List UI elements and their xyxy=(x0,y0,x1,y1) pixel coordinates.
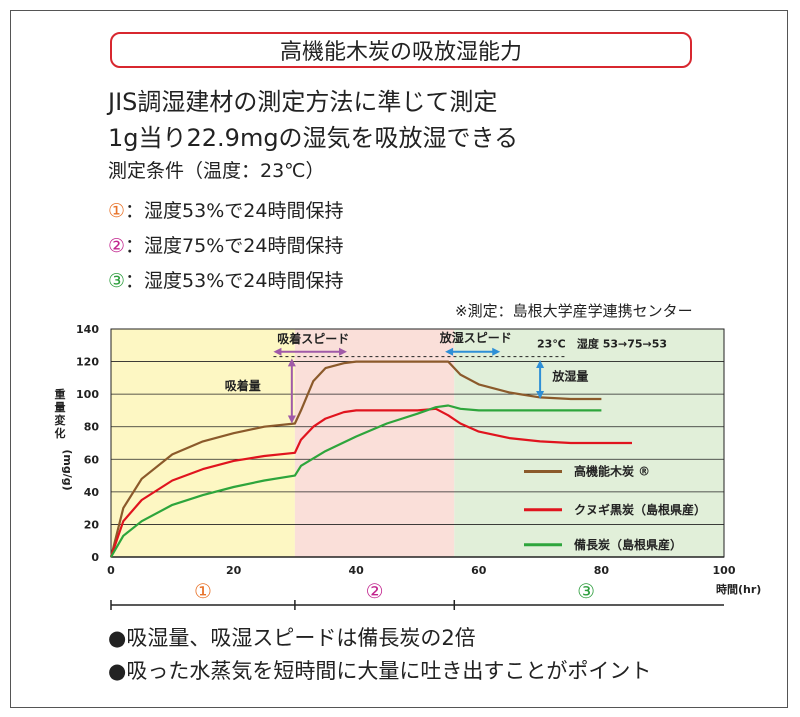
adsorb-amount-arrow-head-top xyxy=(287,358,296,367)
y-tick-label: 60 xyxy=(84,453,100,466)
adsorb-amount-arrow-head-bottom xyxy=(287,415,296,424)
series-line-3 xyxy=(110,404,602,558)
y-axis-label-char: 変 xyxy=(55,413,66,427)
legend-label-3: 備長炭（島根県産） xyxy=(574,537,682,552)
x-tick-label: 60 xyxy=(471,564,487,577)
y-tick-label: 140 xyxy=(76,323,99,336)
measurement-method: JIS調湿建材の測定方法に準じて測定 xyxy=(108,88,498,116)
x-tick-label: 20 xyxy=(226,564,242,577)
page-title: 高機能木炭の吸放湿能力 xyxy=(110,32,692,68)
x-tick-label: 40 xyxy=(349,564,365,577)
temp-label: 23℃ xyxy=(537,338,566,351)
y-axis-label-char: 量 xyxy=(55,401,66,414)
adsorb-speed-label: 吸着スピード xyxy=(277,331,349,346)
legend: 高機能木炭 ® クヌギ黒炭（島根県産） 備長炭（島根県産） xyxy=(524,464,706,552)
phase-bg-1 xyxy=(111,329,295,557)
condition-1: ①：湿度53%で24時間保持 xyxy=(108,196,343,223)
y-tick-label: 40 xyxy=(84,486,100,499)
bullet-2: ●吸った水蒸気を短時間に大量に吐き出すことがポイント xyxy=(108,659,652,683)
release-speed-arrow-head-left xyxy=(445,347,454,356)
legend-label-2: クヌギ黒炭（島根県産） xyxy=(574,502,706,517)
adsorb-speed-arrow-head-left xyxy=(273,347,282,356)
conditions-title: 測定条件（温度：23℃） xyxy=(108,160,325,182)
condition-2-text: ：湿度75%で24時間保持 xyxy=(125,235,344,257)
x-tick-label: 80 xyxy=(594,564,610,577)
condition-3-text: ：湿度53%で24時間保持 xyxy=(125,270,344,292)
phase-label-1: ① xyxy=(194,579,212,603)
x-axis-label: 時間(hr) xyxy=(716,582,761,596)
series-line-1 xyxy=(109,360,602,558)
adsorb-speed-arrow-head-right xyxy=(339,347,348,356)
y-tick-label: 0 xyxy=(91,551,99,564)
bullet-list: ●吸湿量、吸湿スピードは備長炭の2倍 ●吸った水蒸気を短時間に大量に吐き出すこと… xyxy=(108,622,651,688)
release-speed-arrow-head-right xyxy=(492,347,501,356)
condition-3-marker: ③ xyxy=(108,270,126,292)
source-note: ※測定：島根大学産学連携センター xyxy=(455,302,693,320)
y-axis-label-char: 重 xyxy=(55,387,66,401)
condition-1-text: ：湿度53%で24時間保持 xyxy=(125,200,344,222)
page-title-text: 高機能木炭の吸放湿能力 xyxy=(279,40,522,65)
y-tick-label: 80 xyxy=(84,421,100,434)
axes: 0 20 40 60 80 100 120 140 0 20 40 60 80 100 時間(hr) 重量変化… xyxy=(55,323,762,596)
release-amount-arrow-head-top xyxy=(536,359,545,368)
x-tick-label: 100 xyxy=(713,564,736,577)
y-tick-label: 120 xyxy=(76,356,99,369)
series-line-2 xyxy=(109,407,632,558)
y-axis-unit: (mg/g) xyxy=(61,449,74,490)
condition-2: ②：湿度75%で24時間保持 xyxy=(108,231,343,258)
y-tick-label: 100 xyxy=(76,388,99,401)
humidity-label: 湿度 53→75→53 xyxy=(577,337,667,351)
condition-3: ③：湿度53%で24時間保持 xyxy=(108,266,343,293)
phase-backgrounds xyxy=(111,329,724,557)
phase-bg-2 xyxy=(294,329,455,557)
x-tick-label: 0 xyxy=(107,564,115,577)
phase-label-3: ③ xyxy=(577,579,595,603)
y-tick-label: 20 xyxy=(84,518,100,531)
legend-label-1: 高機能木炭 ® xyxy=(574,464,650,479)
y-axis-label-char: 化 xyxy=(55,426,66,440)
phase-axis: ① ② ③ xyxy=(110,579,724,610)
release-speed-label: 放湿スピード xyxy=(439,330,512,345)
series-lines xyxy=(109,360,632,558)
release-amount-label: 放湿量 xyxy=(551,368,588,383)
outer-frame xyxy=(10,10,788,708)
adsorb-amount-label: 吸着量 xyxy=(225,378,261,393)
condition-2-marker: ② xyxy=(108,235,126,257)
bullet-1: ●吸湿量、吸湿スピードは備長炭の2倍 xyxy=(108,626,476,650)
release-amount-arrow-head-bottom xyxy=(536,391,545,400)
condition-1-marker: ① xyxy=(108,200,126,222)
capacity-statement: 1g当り22.9mgの湿気を吸放湿できる xyxy=(108,124,519,152)
phase-label-2: ② xyxy=(366,579,384,603)
